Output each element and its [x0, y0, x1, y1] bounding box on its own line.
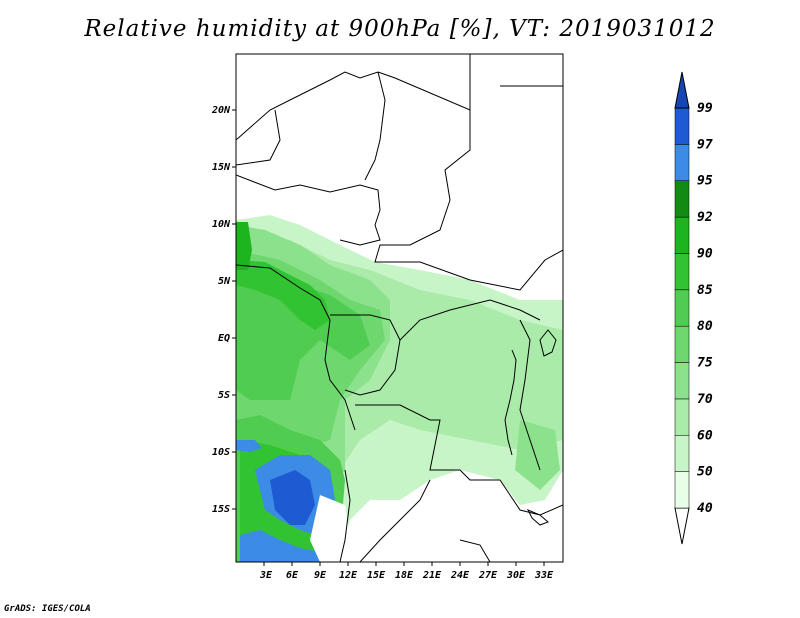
colorbar-segment: [674, 471, 690, 509]
colorbar-segment: [674, 362, 690, 400]
lon-label: 21E: [422, 570, 442, 581]
colorbar-label: 95: [697, 174, 713, 189]
lon-label: 6E: [286, 570, 299, 581]
lakes: [504, 329, 557, 526]
colorbar-label: 90: [697, 246, 713, 261]
colorbar-segment: [674, 144, 690, 181]
colorbar-segment: [674, 325, 690, 363]
colorbar-segment: [674, 216, 690, 254]
map-frame: [235, 53, 564, 563]
colorbar-label: 92: [697, 210, 713, 225]
lat-label: 20N: [211, 105, 231, 116]
colorbar-lower-arrow: [674, 507, 690, 545]
lon-label: 24E: [450, 570, 470, 581]
colorbar-segment: [674, 180, 690, 218]
colorbar-label: 40: [697, 501, 713, 516]
lat-label: 10N: [212, 219, 231, 230]
lat-label: 15N: [212, 162, 231, 173]
lon-label: 12E: [339, 570, 358, 581]
lat-label: 5N: [218, 276, 231, 287]
colorbar-label: 99: [697, 101, 713, 116]
colorbar-label: 50: [697, 465, 713, 480]
credit-text: GrADS: IGES/COLA: [4, 604, 91, 614]
lat-label: EQ: [218, 333, 230, 344]
lon-label: 15E: [367, 570, 386, 581]
colorbar-segment: [674, 435, 690, 472]
lon-label: 9E: [314, 570, 327, 581]
lon-label: 27E: [478, 570, 498, 581]
lon-axis: 3E 6E 9E 12E 15E 18E 21E 24E 27E 30E 33E: [259, 562, 554, 581]
colorbar-label: 60: [697, 428, 713, 443]
colorbar-upper-arrow: [674, 71, 690, 109]
humidity-field: [236, 54, 563, 562]
lon-label: 33E: [534, 570, 554, 581]
colorbar-segment: [674, 289, 690, 327]
colorbar-label: 97: [697, 137, 713, 152]
lat-label: 10S: [212, 447, 230, 458]
colorbar-segment: [674, 398, 690, 436]
colorbar-label: 70: [697, 392, 713, 407]
colorbar-label: 80: [697, 319, 713, 334]
lon-label: 3E: [259, 570, 273, 581]
lat-label: 5S: [218, 390, 230, 401]
country-borders: [236, 54, 563, 562]
colorbar: 40 50 60 70 75 80 85 90 92 95 97 99: [674, 71, 713, 545]
lat-axis: 20N 15N 10N 5N EQ 5S 10S 15S: [211, 105, 236, 515]
colorbar-segment: [674, 107, 690, 145]
lon-label: 18E: [395, 570, 414, 581]
colorbar-segment: [674, 253, 690, 291]
map-title: Relative humidity at 900hPa [%], VT: 201…: [84, 16, 716, 42]
colorbar-label: 75: [697, 356, 713, 371]
colorbar-label: 85: [697, 283, 713, 298]
lon-label: 30E: [506, 570, 526, 581]
lat-label: 15S: [212, 504, 230, 515]
